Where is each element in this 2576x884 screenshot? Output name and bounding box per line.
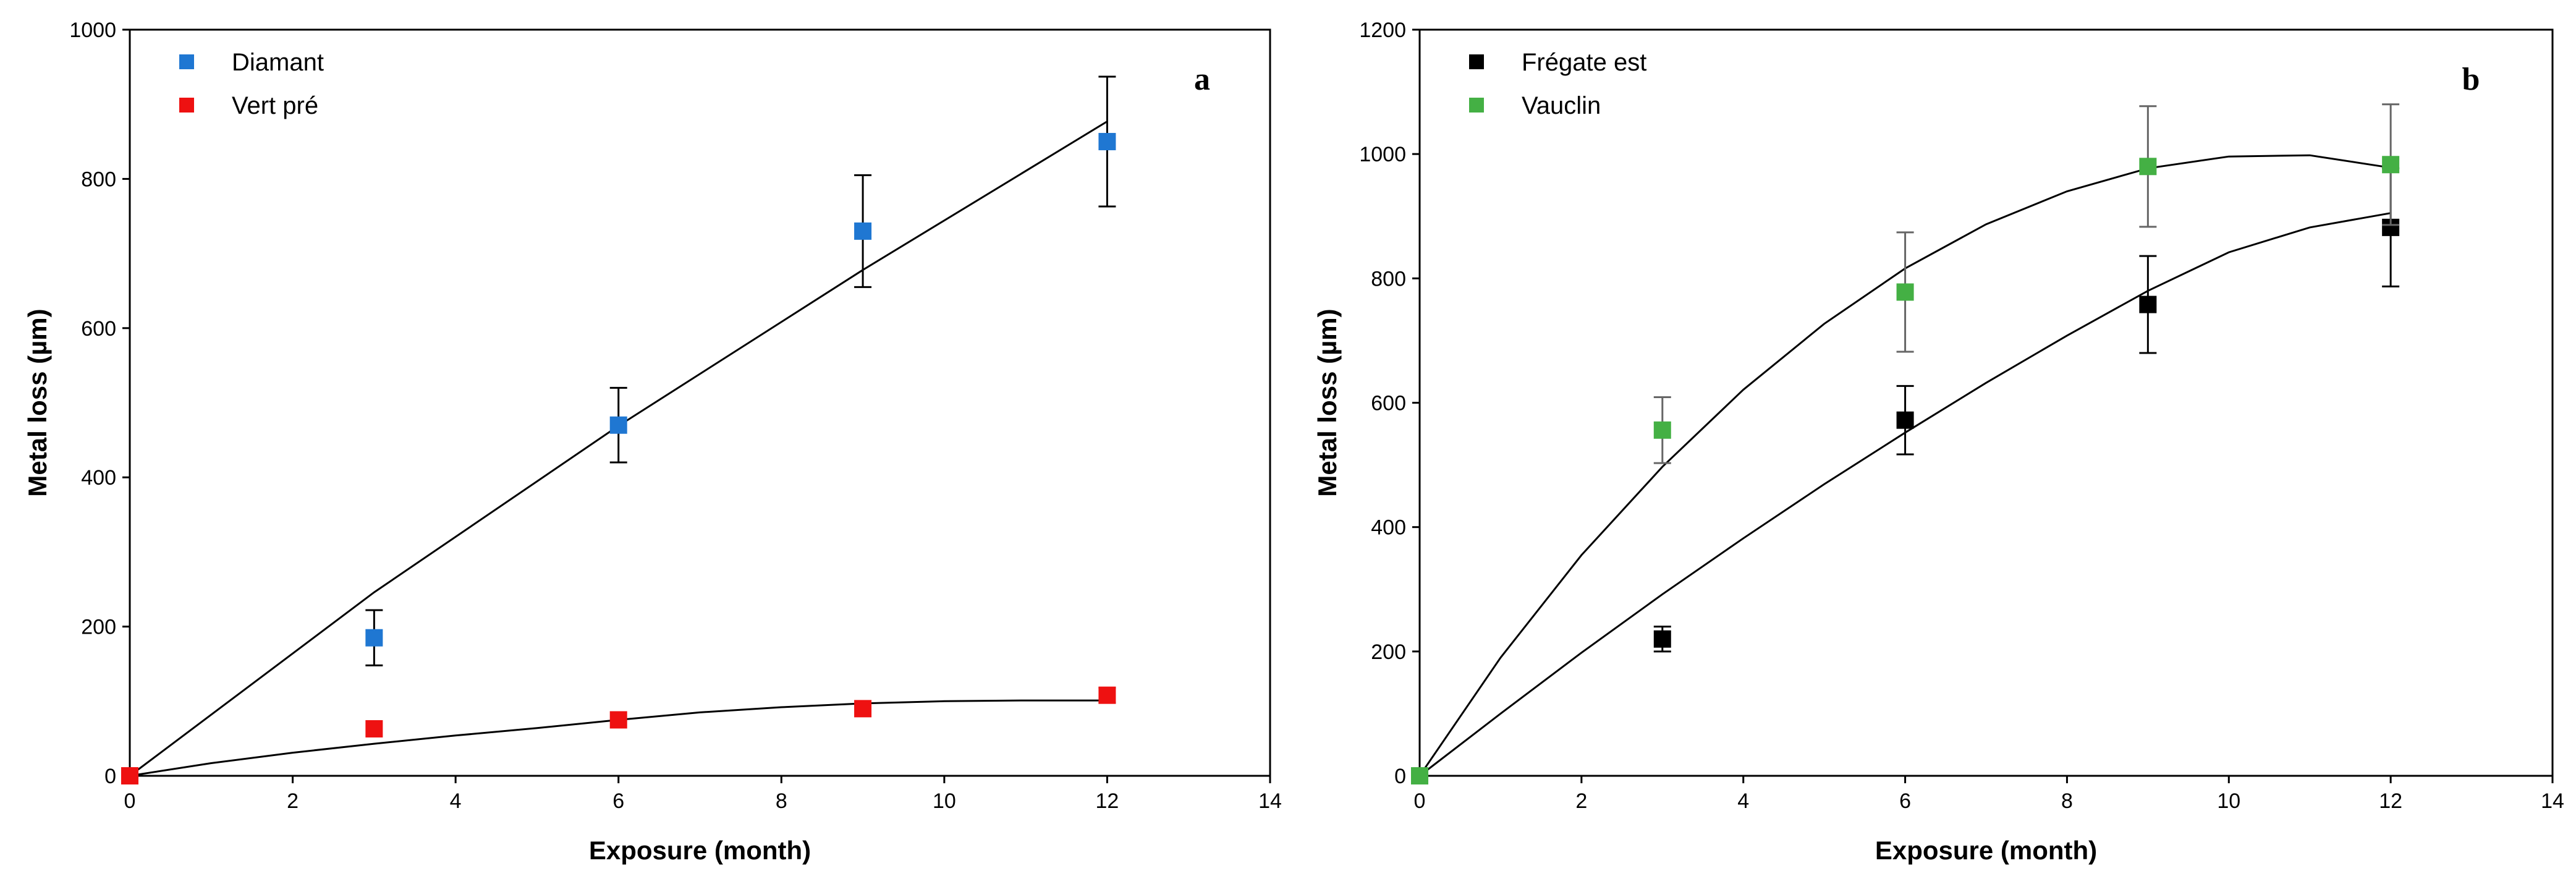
x-tick-label: 0 [1414,789,1426,813]
y-tick-label: 400 [1371,516,1406,540]
data-point [2139,158,2157,176]
y-tick-label: 800 [1371,267,1406,291]
x-tick-label: 6 [612,789,624,813]
x-tick-label: 12 [1096,789,1119,813]
x-tick-label: 8 [776,789,787,813]
plot-frame [129,28,1271,777]
data-point [365,629,383,647]
data-point [1098,133,1116,151]
y-tick-label: 1000 [1359,143,1406,166]
y-tick-label: 200 [81,616,116,639]
legend-label: Diamant [232,49,324,76]
chart-panel-b: 0 2 4 6 8 10 12 14 0 200 400 600 800 1000 1200 Exposure… [1313,19,2564,865]
data-point [1653,630,1671,648]
legend-label: Frégate est [1522,49,1646,76]
x-tick-label: 10 [2217,789,2240,813]
x-tick-label: 2 [287,789,299,813]
data-point [2139,295,2157,313]
legend-label: Vert pré [232,92,318,119]
y-tick-label: 0 [104,765,116,788]
panel-label: a [1194,62,1210,97]
data-point [1653,421,1671,439]
y-tick-label: 200 [1371,640,1406,664]
data-point [365,720,383,737]
legend-label: Vauclin [1522,92,1601,119]
x-tick-label: 12 [2379,789,2402,813]
data-point [2382,156,2400,174]
y-axis-title: Metal loss (µm) [1313,308,1342,496]
x-tick-label: 0 [124,789,136,813]
x-tick-label: 6 [1899,789,1911,813]
y-tick-label: 400 [81,466,116,490]
y-tick-label: 0 [1394,765,1406,788]
data-point [1896,283,1914,301]
y-axis-title: Metal loss (µm) [23,308,52,496]
legend-swatch [179,54,194,69]
y-tick-label: 800 [81,168,116,191]
x-tick-label: 10 [933,789,956,813]
x-tick-label: 14 [1258,789,1282,813]
x-axis-title: Exposure (month) [1875,836,2097,865]
y-tick-label: 600 [81,317,116,341]
chart-panel-a: 0 2 4 6 8 10 12 14 0 200 400 600 800 1000 Exposure (mo… [23,19,1282,865]
x-tick-label: 4 [450,789,462,813]
legend-swatch [179,98,194,113]
data-point [1896,411,1914,429]
data-point [121,767,138,784]
panel-label: b [2462,62,2480,97]
x-axis-title: Exposure (month) [589,836,811,865]
x-tick-label: 8 [2061,789,2073,813]
x-tick-label: 2 [1575,789,1587,813]
legend-swatch [1469,98,1484,113]
y-tick-label: 1200 [1359,19,1406,42]
x-tick-label: 4 [1737,789,1749,813]
plot-frame [1418,28,2554,777]
y-tick-label: 1000 [69,19,116,42]
data-point [1411,767,1428,784]
data-point [1098,686,1116,704]
y-tick-label: 600 [1371,392,1406,415]
legend-swatch [1469,54,1484,69]
data-point [854,222,872,240]
data-point [854,700,872,718]
data-point [609,416,627,434]
data-point [609,711,627,729]
x-tick-label: 14 [2541,789,2564,813]
